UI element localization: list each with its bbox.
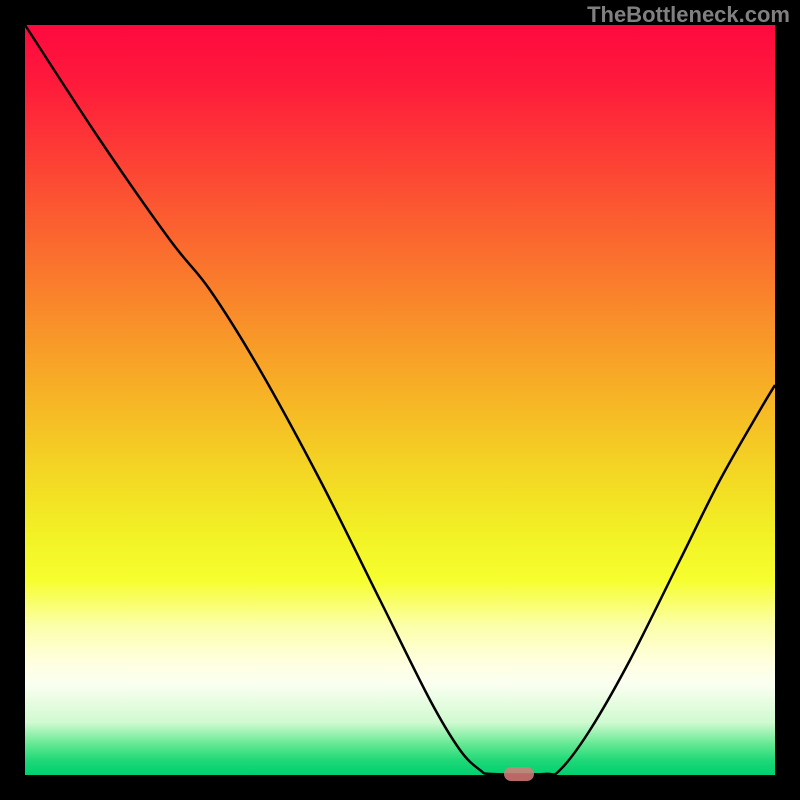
border-left bbox=[0, 0, 25, 800]
plot-gradient-background bbox=[25, 25, 775, 775]
border-right bbox=[775, 0, 800, 800]
bottleneck-chart bbox=[0, 0, 800, 800]
watermark-text: TheBottleneck.com bbox=[587, 2, 790, 28]
border-bottom bbox=[0, 775, 800, 800]
optimal-marker bbox=[504, 767, 534, 781]
chart-container: TheBottleneck.com bbox=[0, 0, 800, 800]
